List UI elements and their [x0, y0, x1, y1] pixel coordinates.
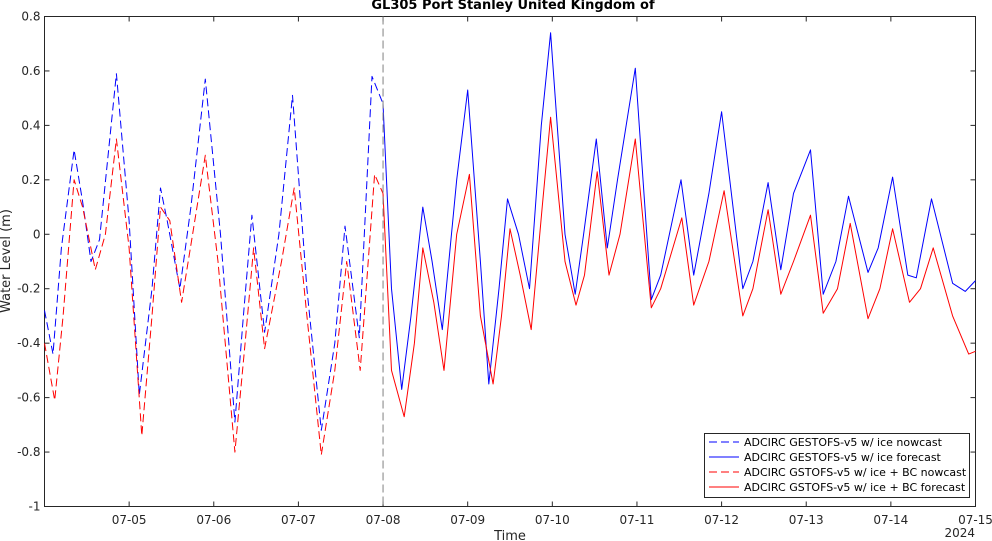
x-axis-label: Time	[493, 529, 526, 541]
y-tick-label: 0.2	[21, 173, 40, 187]
legend-entry-gstofs-bc-forecast: ADCIRC GSTOFS-v5 w/ ice + BC forecast	[744, 481, 966, 494]
ticks-layer: 07-05 07-06 07-07 07-08 07-09 07-10 07-11 07-12…	[17, 10, 992, 528]
y-tick-label: 0.4	[21, 118, 40, 132]
x-tick-label: 07-11	[620, 513, 655, 527]
legend-entry-gstofs-bc-nowcast: ADCIRC GSTOFS-v5 w/ ice + BC nowcast	[744, 466, 967, 479]
x-tick-label: 07-05	[112, 513, 147, 527]
x-tick-label: 07-09	[450, 513, 485, 527]
series-layer	[44, 32, 976, 456]
x-tick-label: 07-12	[704, 513, 739, 527]
x-tick-label: 07-10	[535, 513, 570, 527]
y-tick-label: -0.2	[17, 282, 40, 296]
series-line-0	[44, 73, 384, 431]
y-tick-label: -0.8	[17, 445, 40, 459]
y-tick-label: -1	[29, 500, 41, 514]
y-axis-label: Water Level (m)	[0, 209, 14, 313]
series-line-3	[382, 116, 976, 418]
series-line-1	[382, 32, 976, 390]
y-tick-label: -0.4	[17, 336, 40, 350]
legend-entry-gestofs-forecast: ADCIRC GESTOFS-v5 w/ ice forecast	[744, 451, 942, 464]
x-tick-label: 07-14	[873, 513, 908, 527]
x-tick-label: 07-07	[281, 513, 316, 527]
y-tick-label: 0.6	[21, 64, 40, 78]
x-tick-label: 07-08	[366, 513, 401, 527]
y-tick-label: 0	[33, 227, 41, 241]
y-tick-label: -0.6	[17, 391, 40, 405]
x-tick-label: 07-15	[958, 513, 992, 527]
chart-title: GL305 Port Stanley United Kingdom of	[371, 0, 655, 13]
x-tick-label: 07-13	[789, 513, 824, 527]
x-tick-label: 07-06	[196, 513, 231, 527]
y-tick-label: 0.8	[21, 10, 40, 24]
legend-entry-gestofs-nowcast: ADCIRC GESTOFS-v5 w/ ice nowcast	[744, 436, 943, 449]
plot-area-frame	[44, 16, 976, 507]
legend-box	[704, 433, 970, 498]
series-line-2	[44, 138, 384, 456]
legend: ADCIRC GESTOFS-v5 w/ ice nowcast ADCIRC …	[704, 433, 970, 498]
x-axis-year-label: 2024	[944, 526, 975, 540]
